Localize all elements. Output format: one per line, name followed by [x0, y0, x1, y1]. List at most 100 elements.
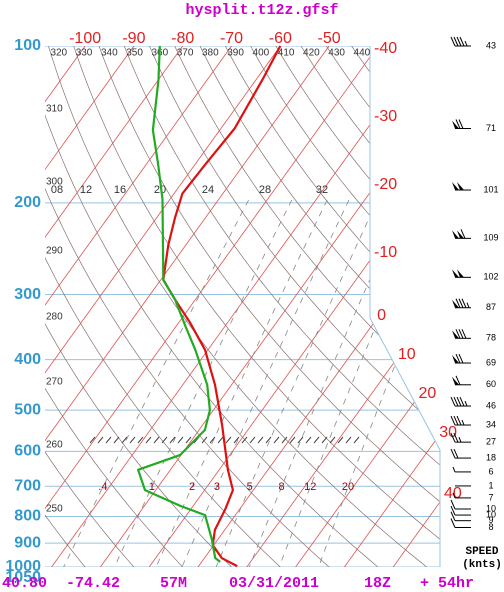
mixing-ratio-label: .4 — [98, 481, 107, 493]
wind-speed-label: 7 — [488, 492, 493, 502]
adiabat-label: 300 — [46, 177, 63, 188]
isotherm-label: -40 — [374, 40, 397, 57]
mixing-ratio-label: 20 — [342, 481, 354, 493]
wind-speed-label: 9 — [488, 515, 493, 525]
dry-adiabat — [326, 46, 440, 567]
barb-tick — [459, 36, 465, 47]
barb-tick — [450, 415, 456, 426]
hatch — [89, 436, 360, 444]
barb-pennant — [452, 355, 459, 364]
barb-tick — [450, 448, 456, 459]
mixing-ratio-line — [211, 199, 378, 567]
isotherm-label: -20 — [374, 176, 397, 193]
isotherm-label: -60 — [269, 30, 292, 47]
mixing-ratio-label: 1 — [149, 481, 155, 493]
isotherm — [140, 46, 440, 567]
barb-tick — [459, 396, 465, 407]
barb-pennant — [457, 230, 464, 239]
adiabat-label: 400 — [253, 48, 270, 59]
mixing-ratio-line — [274, 199, 431, 567]
barb-pennant — [457, 182, 464, 191]
barb-tick — [456, 396, 462, 407]
moist-label: 20 — [154, 184, 166, 196]
isotherm-label: -50 — [318, 30, 341, 47]
wind-barb — [452, 353, 471, 364]
isotherm-label: -90 — [122, 30, 145, 47]
footer-lon: -74.42 — [66, 575, 120, 592]
barb-tick — [460, 229, 466, 239]
moist-label: 08 — [51, 184, 63, 196]
wind-speed-label: 69 — [486, 357, 496, 367]
adiabat-label: 370 — [177, 48, 194, 59]
adiabat-label: 290 — [46, 246, 63, 257]
footer-date: 03/31/2011 — [229, 575, 319, 592]
mixing-ratio-line — [150, 199, 328, 567]
footer-forecast: + 54hr — [420, 575, 474, 592]
wind-barb — [452, 119, 471, 130]
wind-speed-label: 27 — [486, 437, 496, 447]
adiabat-label: 340 — [101, 48, 118, 59]
mixing-ratio-line — [314, 199, 440, 567]
mixing-ratio-label: 12 — [304, 481, 316, 493]
pressure-label: 300 — [14, 286, 41, 303]
isotherm-label: -30 — [374, 108, 397, 125]
barb-tick — [450, 511, 456, 521]
barb-pennant — [452, 269, 459, 278]
adiabat-label: 440 — [354, 48, 371, 59]
wind-speed-label: 71 — [486, 123, 496, 133]
dry-adiabat — [45, 46, 243, 567]
barb-tick — [450, 36, 456, 47]
barb-tick — [455, 329, 461, 339]
wind-speed-label: 60 — [486, 379, 496, 389]
barb-tick — [450, 518, 456, 528]
wind-speed-label: 8 — [488, 522, 493, 532]
wind-barb — [452, 298, 471, 309]
pressure-label: 100 — [14, 37, 41, 54]
wind-barb — [450, 432, 471, 443]
barb-pennant — [452, 182, 459, 191]
barb-pennant — [452, 299, 459, 308]
barb-pennant — [452, 230, 459, 239]
dry-adiabat — [45, 46, 293, 567]
moist-label: 24 — [202, 184, 214, 196]
isotherm-label: 20 — [419, 385, 437, 402]
isotherm — [92, 46, 440, 567]
mixing-ratio-line — [57, 199, 249, 567]
moist-label: 32 — [316, 184, 328, 196]
mixing-ratio-line — [176, 199, 350, 567]
dry-adiabat — [149, 46, 440, 567]
barb-tick — [450, 396, 456, 407]
wind-barb — [452, 375, 471, 386]
pressure-label: 500 — [14, 401, 41, 418]
wind-barb — [452, 466, 471, 473]
footer-lat: 40.80 — [2, 575, 47, 592]
barb-tick — [458, 436, 462, 443]
wind-barb — [452, 229, 471, 239]
wind-speed-label: 87 — [486, 302, 496, 312]
mixing-ratio-line — [108, 199, 293, 567]
isotherm-label: 30 — [439, 424, 457, 441]
barb-tick — [456, 415, 462, 426]
adiabat-label: 310 — [46, 104, 63, 115]
pressure-label: 700 — [14, 477, 41, 494]
wind-barb — [452, 329, 471, 339]
barb-tick — [464, 40, 468, 47]
pressure-label: 1000 — [5, 558, 41, 575]
adiabat-label: 430 — [328, 48, 345, 59]
adiabat-label: 390 — [227, 48, 244, 59]
adiabat-label: 260 — [46, 440, 63, 451]
wind-speed-label: 1 — [488, 480, 493, 490]
wind-barb — [450, 36, 471, 47]
barb-tick — [461, 419, 465, 426]
wind-barb — [450, 448, 471, 459]
wind-speed-label: 43 — [486, 40, 496, 50]
isotherm — [287, 46, 440, 567]
barb-pennant — [452, 330, 459, 339]
moist-label: 12 — [80, 184, 92, 196]
diagram-edge — [369, 46, 441, 567]
mixing-ratio-label: 3 — [214, 481, 220, 493]
barb-tick — [464, 400, 468, 407]
dry-adiabat — [45, 46, 342, 567]
wind-speed-label: 102 — [483, 272, 498, 282]
barb-tick — [458, 119, 464, 129]
